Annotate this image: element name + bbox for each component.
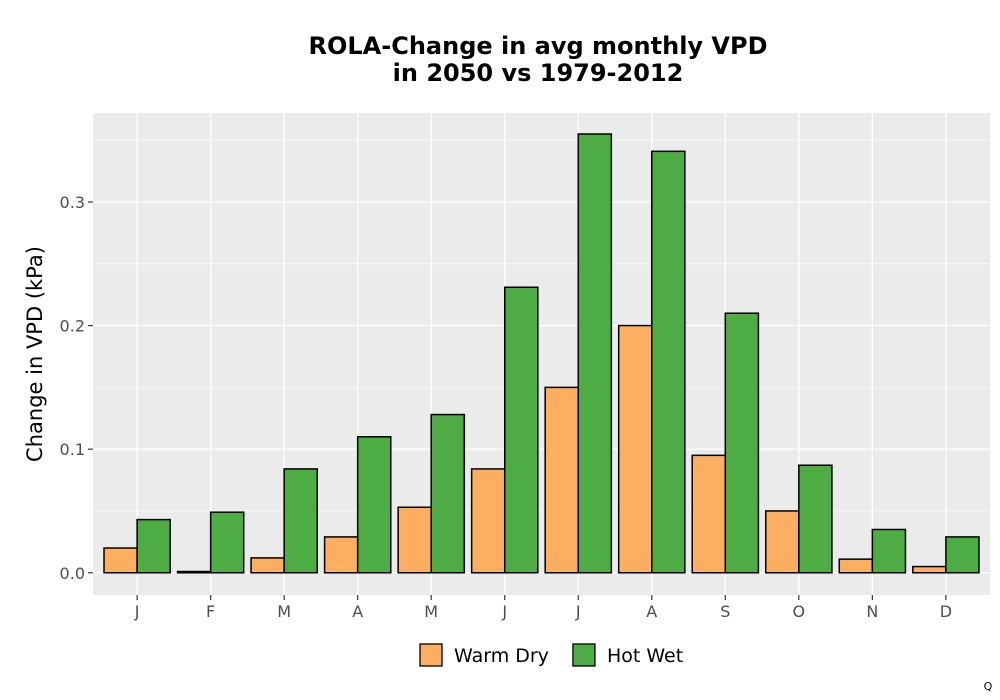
y-axis: 0.0 0.1 0.2 0.3 (60, 193, 93, 583)
bar-warm-dry (838, 558, 874, 574)
y-tick-label: 0.0 (60, 564, 85, 583)
bar-warm-dry (397, 506, 432, 574)
bar-hot-wet (651, 150, 686, 574)
bar-hot-wet (724, 312, 760, 574)
bar-warm-dry (176, 570, 212, 574)
bar-warm-dry (912, 565, 947, 574)
y-axis-title: Change in VPD (kPa) (23, 246, 47, 462)
chart-title-line-2: in 2050 vs 1979-2012 (393, 59, 684, 87)
x-tick-label: O (793, 602, 806, 621)
bar-hot-wet (430, 413, 466, 574)
bars (103, 133, 980, 574)
bar-hot-wet (798, 464, 833, 574)
x-tick-label: D (940, 602, 952, 621)
bar-warm-dry (470, 468, 506, 574)
bar-warm-dry (765, 510, 800, 574)
bar-hot-wet (356, 436, 392, 574)
x-tick-label: A (646, 602, 657, 621)
bar-warm-dry (323, 536, 359, 574)
bar-warm-dry (617, 324, 653, 574)
x-tick-label: M (424, 602, 438, 621)
y-tick-label: 0.3 (60, 193, 85, 212)
bar-warm-dry (250, 557, 285, 574)
bar-hot-wet (577, 133, 613, 574)
y-tick-label: 0.2 (60, 317, 85, 336)
x-tick-label: J (134, 602, 140, 621)
x-tick-label: J (575, 602, 581, 621)
y-tick-label: 0.1 (60, 440, 85, 459)
legend-key-hot-wet (572, 643, 596, 667)
corner-note: Q (984, 680, 993, 693)
bar-hot-wet (136, 518, 171, 574)
bar-warm-dry (544, 386, 580, 574)
x-tick-label: M (277, 602, 291, 621)
x-tick-label: A (352, 602, 363, 621)
bar-hot-wet (209, 511, 245, 574)
bar-hot-wet (945, 536, 980, 574)
legend-label-hot-wet: Hot Wet (607, 645, 683, 667)
legend: Warm Dry Hot Wet (419, 643, 683, 667)
x-tick-label: N (866, 602, 878, 621)
chart-title-line-1: ROLA-Change in avg monthly VPD (309, 32, 768, 60)
x-tick-label: S (720, 602, 730, 621)
bar-warm-dry (103, 547, 138, 574)
bar-hot-wet (871, 528, 907, 574)
legend-key-warm-dry (419, 643, 443, 667)
bar-hot-wet (283, 468, 319, 574)
x-tick-label: F (206, 602, 215, 621)
bar-hot-wet (503, 286, 539, 574)
legend-label-warm-dry: Warm Dry (454, 645, 549, 667)
x-tick-label: J (501, 602, 507, 621)
bar-warm-dry (691, 454, 727, 574)
